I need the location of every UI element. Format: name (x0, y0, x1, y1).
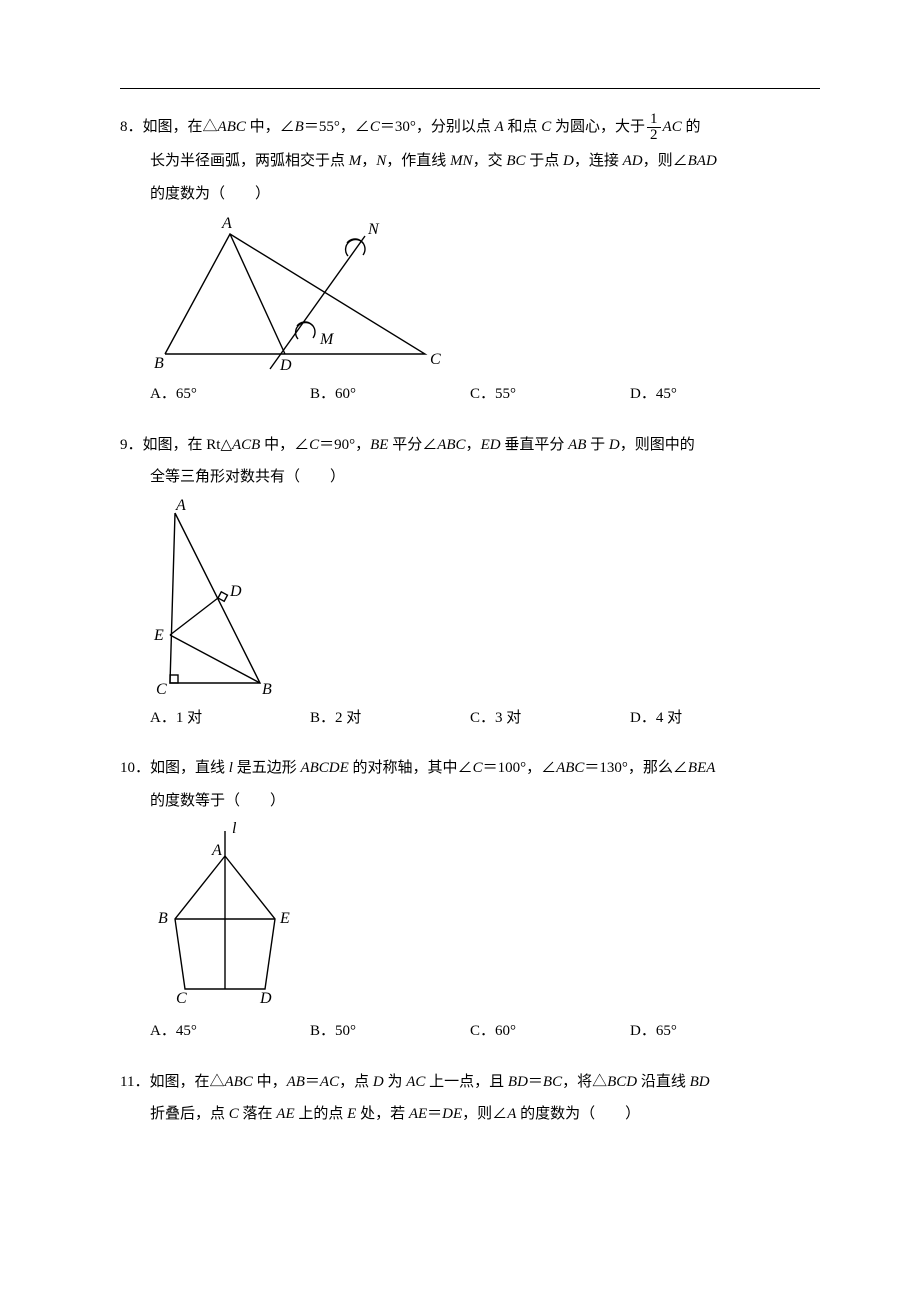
q8-option-c: C．55° (470, 380, 630, 409)
svg-text:E: E (153, 627, 164, 644)
q11-line1: 11．如图，在△ABC 中，AB＝AC，点 D 为 AC 上一点，且 BD＝BC… (120, 1068, 820, 1097)
question-11: 11．如图，在△ABC 中，AB＝AC，点 D 为 AC 上一点，且 BD＝BC… (120, 1068, 820, 1129)
q9-option-c: C．3 对 (470, 704, 630, 733)
svg-text:N: N (367, 221, 380, 238)
svg-text:B: B (154, 355, 164, 372)
q10-option-c: C．60° (470, 1017, 630, 1046)
q10-line2: 的度数等于（ ） (120, 787, 820, 816)
q8-figure: A N M B D C (150, 214, 450, 374)
question-9: 9．如图，在 Rt△ACB 中，∠C＝90°，BE 平分∠ABC，ED 垂直平分… (120, 431, 820, 733)
q8-line1: 8．如图，在△ABC 中，∠B＝55°，∠C＝30°，分别以点 A 和点 C 为… (120, 112, 820, 143)
q8-option-b: B．60° (310, 380, 470, 409)
svg-text:A: A (211, 842, 222, 859)
svg-text:D: D (279, 357, 292, 374)
q8-option-a: A．65° (150, 380, 310, 409)
page-content: 8．如图，在△ABC 中，∠B＝55°，∠C＝30°，分别以点 A 和点 C 为… (0, 0, 920, 1302)
svg-text:B: B (262, 681, 272, 698)
q11-number: 11． (120, 1074, 149, 1090)
q9-figure: A D E C B (150, 498, 290, 698)
svg-text:l: l (232, 821, 237, 837)
q8-line2: 长为半径画弧，两弧相交于点 M，N，作直线 MN，交 BC 于点 D，连接 AD… (120, 147, 820, 176)
q10-option-a: A．45° (150, 1017, 310, 1046)
question-10: 10．如图，直线 l 是五边形 ABCDE 的对称轴，其中∠C＝100°，∠AB… (120, 754, 820, 1046)
q9-number: 9． (120, 437, 143, 453)
question-8: 8．如图，在△ABC 中，∠B＝55°，∠C＝30°，分别以点 A 和点 C 为… (120, 112, 820, 409)
q9-option-a: A．1 对 (150, 704, 310, 733)
q10-line1: 10．如图，直线 l 是五边形 ABCDE 的对称轴，其中∠C＝100°，∠AB… (120, 754, 820, 783)
svg-text:D: D (229, 583, 242, 600)
svg-text:C: C (430, 351, 441, 368)
q11-line2: 折叠后，点 C 落在 AE 上的点 E 处，若 AE＝DE，则∠A 的度数为（ … (120, 1100, 820, 1129)
top-rule (120, 88, 820, 89)
svg-text:A: A (221, 215, 232, 232)
q8-option-d: D．45° (630, 380, 790, 409)
q8-options: A．65° B．60° C．55° D．45° (120, 380, 820, 409)
svg-text:C: C (176, 990, 187, 1007)
svg-text:A: A (175, 498, 186, 514)
q10-figure: l A B E C D (150, 821, 310, 1011)
q10-option-b: B．50° (310, 1017, 470, 1046)
q9-line2: 全等三角形对数共有（ ） (120, 463, 820, 492)
q9-options: A．1 对 B．2 对 C．3 对 D．4 对 (120, 704, 820, 733)
q9-option-b: B．2 对 (310, 704, 470, 733)
q9-option-d: D．4 对 (630, 704, 790, 733)
q8-number: 8． (120, 119, 143, 135)
q10-number: 10． (120, 760, 150, 776)
q8-line3: 的度数为（ ） (120, 180, 820, 209)
svg-text:E: E (279, 910, 290, 927)
svg-text:M: M (319, 331, 335, 348)
svg-text:B: B (158, 910, 168, 927)
q10-options: A．45° B．50° C．60° D．65° (120, 1017, 820, 1046)
svg-text:C: C (156, 681, 167, 698)
q9-line1: 9．如图，在 Rt△ACB 中，∠C＝90°，BE 平分∠ABC，ED 垂直平分… (120, 431, 820, 460)
q10-option-d: D．65° (630, 1017, 790, 1046)
svg-text:D: D (259, 990, 272, 1007)
fraction-half: 12 (647, 112, 661, 143)
